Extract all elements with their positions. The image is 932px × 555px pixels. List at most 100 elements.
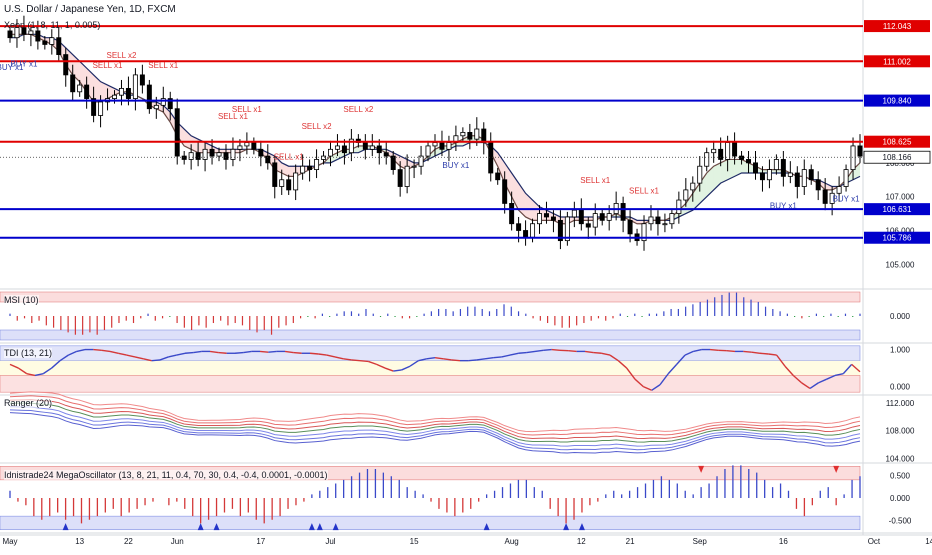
candle-body[interactable] xyxy=(823,190,827,204)
candle-body[interactable] xyxy=(433,143,437,146)
candle-body[interactable] xyxy=(781,159,785,176)
candle-body[interactable] xyxy=(259,149,263,156)
candle-body[interactable] xyxy=(705,153,709,167)
candle-body[interactable] xyxy=(335,146,339,149)
candle-body[interactable] xyxy=(767,170,771,180)
candle-body[interactable] xyxy=(342,146,346,153)
candle-body[interactable] xyxy=(64,55,68,75)
candle-body[interactable] xyxy=(523,230,527,237)
candle-body[interactable] xyxy=(189,153,193,160)
candle-body[interactable] xyxy=(600,214,604,221)
candle-body[interactable] xyxy=(447,143,451,150)
candle-body[interactable] xyxy=(537,214,541,224)
candle-body[interactable] xyxy=(321,156,325,159)
candle-body[interactable] xyxy=(182,156,186,159)
candle-body[interactable] xyxy=(774,159,778,169)
candle-body[interactable] xyxy=(858,146,862,156)
candle-body[interactable] xyxy=(530,224,534,238)
candle-body[interactable] xyxy=(684,190,688,200)
candle-body[interactable] xyxy=(691,183,695,190)
candle-body[interactable] xyxy=(517,224,521,231)
candle-body[interactable] xyxy=(273,163,277,187)
candle-body[interactable] xyxy=(628,220,632,234)
candle-body[interactable] xyxy=(140,75,144,85)
candle-body[interactable] xyxy=(698,166,702,183)
candle-body[interactable] xyxy=(210,149,214,156)
candle-body[interactable] xyxy=(57,38,61,55)
candle-body[interactable] xyxy=(482,129,486,143)
candle-body[interactable] xyxy=(252,143,256,150)
candle-body[interactable] xyxy=(621,203,625,220)
candle-body[interactable] xyxy=(816,180,820,190)
candle-body[interactable] xyxy=(301,166,305,173)
candle-body[interactable] xyxy=(43,41,47,44)
candle-body[interactable] xyxy=(412,166,416,167)
candle-body[interactable] xyxy=(78,85,82,92)
candle-body[interactable] xyxy=(280,180,284,187)
candle-body[interactable] xyxy=(746,159,750,162)
candle-body[interactable] xyxy=(308,166,312,169)
candle-body[interactable] xyxy=(670,214,674,224)
candle-body[interactable] xyxy=(795,173,799,187)
candle-body[interactable] xyxy=(656,217,660,224)
candle-body[interactable] xyxy=(677,200,681,214)
candle-body[interactable] xyxy=(809,170,813,180)
candle-body[interactable] xyxy=(203,149,207,159)
candle-body[interactable] xyxy=(837,187,841,194)
candle-body[interactable] xyxy=(119,88,123,95)
candle-body[interactable] xyxy=(475,129,479,139)
candle-body[interactable] xyxy=(50,38,54,45)
candle-body[interactable] xyxy=(496,173,500,180)
candle-body[interactable] xyxy=(712,149,716,152)
candle-body[interactable] xyxy=(196,153,200,160)
candle-body[interactable] xyxy=(245,143,249,146)
candle-body[interactable] xyxy=(760,173,764,180)
candle-body[interactable] xyxy=(112,95,116,98)
candle-body[interactable] xyxy=(175,109,179,156)
candle-body[interactable] xyxy=(753,163,757,173)
candle-body[interactable] xyxy=(607,214,611,221)
candle-body[interactable] xyxy=(663,224,667,225)
candle-body[interactable] xyxy=(370,146,374,149)
candle-body[interactable] xyxy=(391,156,395,170)
candle-body[interactable] xyxy=(851,146,855,170)
candle-body[interactable] xyxy=(419,156,423,166)
candle-body[interactable] xyxy=(8,31,12,38)
candle-body[interactable] xyxy=(377,146,381,153)
candle-body[interactable] xyxy=(328,149,332,156)
candle-body[interactable] xyxy=(29,31,33,34)
candle-body[interactable] xyxy=(844,170,848,187)
candle-body[interactable] xyxy=(788,173,792,176)
candle-body[interactable] xyxy=(572,210,576,217)
candle-body[interactable] xyxy=(161,99,165,106)
candle-body[interactable] xyxy=(649,217,653,224)
candle-body[interactable] xyxy=(802,170,806,187)
candle-body[interactable] xyxy=(503,180,507,204)
candle-body[interactable] xyxy=(719,149,723,159)
candle-body[interactable] xyxy=(489,143,493,173)
candle-body[interactable] xyxy=(384,153,388,156)
candle-body[interactable] xyxy=(154,105,158,108)
candle-body[interactable] xyxy=(440,143,444,150)
candle-body[interactable] xyxy=(217,153,221,156)
candle-body[interactable] xyxy=(733,143,737,157)
candle-body[interactable] xyxy=(126,88,130,98)
candle-body[interactable] xyxy=(468,132,472,139)
candle-body[interactable] xyxy=(363,143,367,150)
candle-body[interactable] xyxy=(551,217,555,220)
candle-body[interactable] xyxy=(85,85,89,99)
candle-body[interactable] xyxy=(510,203,514,223)
candle-body[interactable] xyxy=(314,159,318,169)
candle-body[interactable] xyxy=(461,132,465,135)
candle-body[interactable] xyxy=(133,75,137,99)
candle-body[interactable] xyxy=(238,146,242,149)
candle-body[interactable] xyxy=(586,224,590,227)
candle-body[interactable] xyxy=(98,102,102,116)
candle-body[interactable] xyxy=(71,75,75,92)
candle-body[interactable] xyxy=(147,85,151,109)
candle-body[interactable] xyxy=(426,146,430,156)
candle-body[interactable] xyxy=(593,214,597,228)
candle-body[interactable] xyxy=(398,170,402,187)
candle-body[interactable] xyxy=(287,180,291,190)
